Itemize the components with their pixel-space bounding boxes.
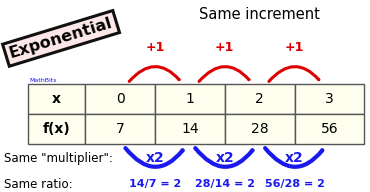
Text: 2: 2 bbox=[255, 92, 264, 106]
Text: Exponential: Exponential bbox=[7, 16, 115, 61]
Text: 28: 28 bbox=[251, 122, 269, 136]
FancyArrowPatch shape bbox=[195, 148, 252, 167]
Text: 0: 0 bbox=[116, 92, 124, 106]
Text: 56: 56 bbox=[321, 122, 338, 136]
Bar bbox=[295, 114, 364, 144]
Bar bbox=[225, 84, 295, 114]
Bar bbox=[85, 84, 155, 114]
Text: 1: 1 bbox=[185, 92, 194, 106]
Text: x2: x2 bbox=[145, 151, 164, 165]
Text: +1: +1 bbox=[145, 41, 165, 54]
Text: x2: x2 bbox=[285, 151, 304, 165]
Text: 14: 14 bbox=[181, 122, 199, 136]
Text: +1: +1 bbox=[285, 41, 304, 54]
FancyArrowPatch shape bbox=[265, 148, 322, 167]
Text: f(x): f(x) bbox=[43, 122, 70, 136]
Bar bbox=[225, 114, 295, 144]
Bar bbox=[28, 84, 85, 114]
FancyArrowPatch shape bbox=[269, 67, 319, 81]
Bar bbox=[85, 114, 155, 144]
Bar bbox=[28, 114, 85, 144]
Text: Same "multiplier":: Same "multiplier": bbox=[4, 152, 112, 165]
FancyArrowPatch shape bbox=[199, 67, 249, 81]
Text: Same increment: Same increment bbox=[199, 7, 319, 22]
Text: 14/7 = 2: 14/7 = 2 bbox=[129, 179, 181, 189]
Text: +1: +1 bbox=[215, 41, 235, 54]
FancyArrowPatch shape bbox=[125, 148, 182, 167]
Text: Same ratio:: Same ratio: bbox=[4, 178, 72, 191]
Text: 28/14 = 2: 28/14 = 2 bbox=[195, 179, 255, 189]
Text: 56/28 = 2: 56/28 = 2 bbox=[265, 179, 324, 189]
Text: 3: 3 bbox=[325, 92, 334, 106]
Bar bbox=[155, 114, 225, 144]
Text: MathBits: MathBits bbox=[30, 78, 57, 83]
FancyArrowPatch shape bbox=[129, 67, 179, 81]
Bar bbox=[155, 84, 225, 114]
Text: x2: x2 bbox=[215, 151, 234, 165]
Text: 7: 7 bbox=[116, 122, 124, 136]
Text: x: x bbox=[52, 92, 61, 106]
Bar bbox=[295, 84, 364, 114]
